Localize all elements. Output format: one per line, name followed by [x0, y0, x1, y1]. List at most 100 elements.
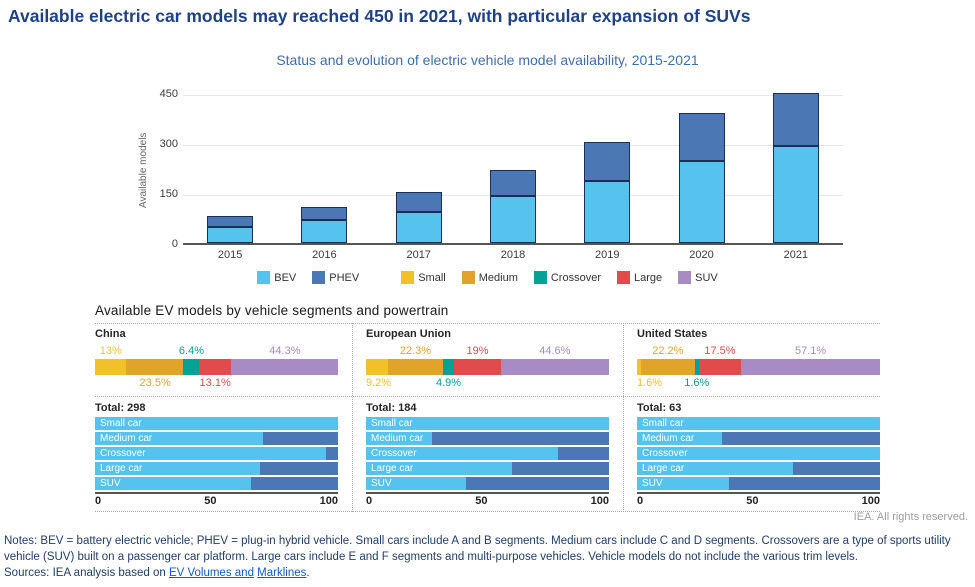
region-name: United States: [637, 328, 708, 340]
large-swatch: [616, 271, 630, 284]
crossover-share-segment: [694, 359, 699, 375]
legend-item-bev: BEV: [257, 271, 296, 284]
legend-label: BEV: [274, 271, 297, 284]
region-panel-shares: United States 22.2% 17.5% 57.1% 1.6% 1.6%: [637, 328, 880, 390]
crossover-swatch: [533, 271, 547, 284]
bev-share: [366, 447, 558, 460]
powertrain-row-large-car: Large car: [366, 462, 609, 475]
source-link-marklines[interactable]: Marklines: [257, 567, 307, 579]
powertrain-row-crossover: Crossover: [95, 447, 338, 460]
powertrain-row-small-car: Small car: [366, 417, 609, 430]
large-share-segment: [454, 359, 501, 375]
source-link-ev-volumes[interactable]: EV Volumes and: [168, 567, 254, 579]
page-title: Available electric car models may reache…: [8, 6, 751, 26]
powertrain-row-large-car: Large car: [637, 462, 880, 475]
bar-column-2018: [466, 95, 560, 243]
bev-share: [637, 462, 793, 475]
bar-column-2020: [654, 95, 748, 243]
sources-suffix: .: [306, 567, 310, 579]
region-total: Total: 184: [366, 402, 417, 414]
x-axis-line: [366, 492, 609, 494]
phev-segment: [395, 192, 442, 212]
powertrain-row-label: Small car: [371, 418, 413, 429]
segment-share-bar: [637, 359, 880, 375]
bar-column-2017: [372, 95, 466, 243]
legend-label: Large: [633, 271, 663, 284]
y-axis-tick-label: 450: [159, 88, 178, 100]
legend-item-small: Small: [401, 271, 446, 284]
bev-segment: [489, 195, 536, 243]
panels-bottom: Total: 298 Small car Medium car Crossover La…: [95, 397, 880, 512]
share-label-suv: 44.3%: [269, 345, 301, 357]
powertrain-row-crossover: Crossover: [366, 447, 609, 460]
stacked-bar-2019: [584, 141, 631, 243]
suv-share-segment: [500, 359, 609, 375]
powertrain-row-label: Medium car: [100, 433, 153, 444]
bar-column-2015: [183, 95, 277, 243]
x-axis-ticks: 0 50 100: [637, 495, 880, 508]
share-label-small: 9.2%: [366, 377, 392, 389]
bar-area: [183, 93, 843, 243]
legend-label: Crossover: [550, 271, 601, 284]
share-label-crossover: 4.9%: [435, 377, 462, 389]
powertrain-row-label: Medium car: [371, 433, 424, 444]
bev-share: [637, 477, 730, 490]
bev-share: [366, 477, 466, 490]
bev-segment: [772, 146, 819, 243]
segment-share-bar: [366, 359, 609, 375]
suv-share-segment: [741, 359, 880, 375]
powertrain-row-label: SUV: [642, 478, 663, 489]
bev-segment: [395, 212, 442, 243]
stacked-bar-2020: [678, 113, 725, 243]
stacked-bar-2017: [395, 192, 442, 243]
share-label-crossover: 1.6%: [684, 377, 710, 389]
bev-share: [637, 447, 880, 460]
powertrain-row-medium-car: Medium car: [366, 432, 609, 445]
small-share-segment: [95, 359, 127, 375]
region-panel-shares: European Union 22.3% 19% 44.6% 9.2% 4.9%: [366, 328, 609, 390]
x-axis-tick-label: 2016: [312, 249, 337, 261]
bev-share: [366, 462, 512, 475]
powertrain-row-medium-car: Medium car: [637, 432, 880, 445]
main-plot: [183, 93, 843, 245]
bev-share: [95, 462, 261, 475]
share-labels-below: 1.6% 1.6%: [637, 376, 880, 390]
bev-share: [95, 447, 326, 460]
powertrain-row-suv: SUV: [366, 477, 609, 490]
legend-label: Small: [418, 271, 446, 284]
availability-chart: Available models 2015 2016 2017 2018 2019 202…: [0, 88, 975, 268]
legend-label: SUV: [695, 271, 718, 284]
bev-share: [95, 477, 251, 490]
powertrain-row-label: Crossover: [642, 448, 688, 459]
region-panel-shares: China 13% 6.4% 44.3% 23.5% 13.1%: [95, 328, 338, 390]
legend-item-medium: Medium: [461, 271, 518, 284]
bev-swatch: [257, 271, 271, 284]
x-axis-labels: 2015 2016 2017 2018 2019 2020 2021: [183, 249, 843, 261]
copyright-notice: IEA. All rights reserved.: [853, 511, 968, 523]
panel-divider: [352, 323, 353, 512]
gridline: [183, 95, 843, 96]
powertrain-rows: Small car Medium car Crossover Large car SUV: [95, 417, 338, 490]
bev-share: [637, 417, 880, 430]
large-share-segment: [198, 359, 231, 375]
stacked-bar-2018: [489, 169, 536, 243]
phev-segment: [584, 141, 631, 181]
phev-segment: [678, 113, 725, 161]
bev-segment: [678, 161, 725, 243]
sources-prefix: Sources: IEA analysis based on: [4, 567, 169, 579]
share-label-suv: 57.1%: [795, 345, 827, 357]
x-axis-tick-label: 50: [746, 495, 759, 507]
medium-share-segment: [640, 359, 695, 375]
share-label-large: 13.1%: [199, 377, 231, 389]
powertrain-row-suv: SUV: [95, 477, 338, 490]
share-label-small: 13%: [99, 345, 122, 357]
powertrain-row-label: Crossover: [100, 448, 146, 459]
suv-swatch: [678, 271, 692, 284]
x-axis-tick-label: 2017: [406, 249, 431, 261]
region-panel-totals: Total: 298 Small car Medium car Crossover La…: [95, 402, 338, 508]
share-label-medium: 22.2%: [652, 345, 684, 357]
small-share-segment: [366, 359, 389, 375]
stacked-bar-2015: [207, 215, 254, 243]
x-axis-tick-label: 2021: [783, 249, 809, 261]
powertrain-row-label: Large car: [371, 463, 414, 474]
